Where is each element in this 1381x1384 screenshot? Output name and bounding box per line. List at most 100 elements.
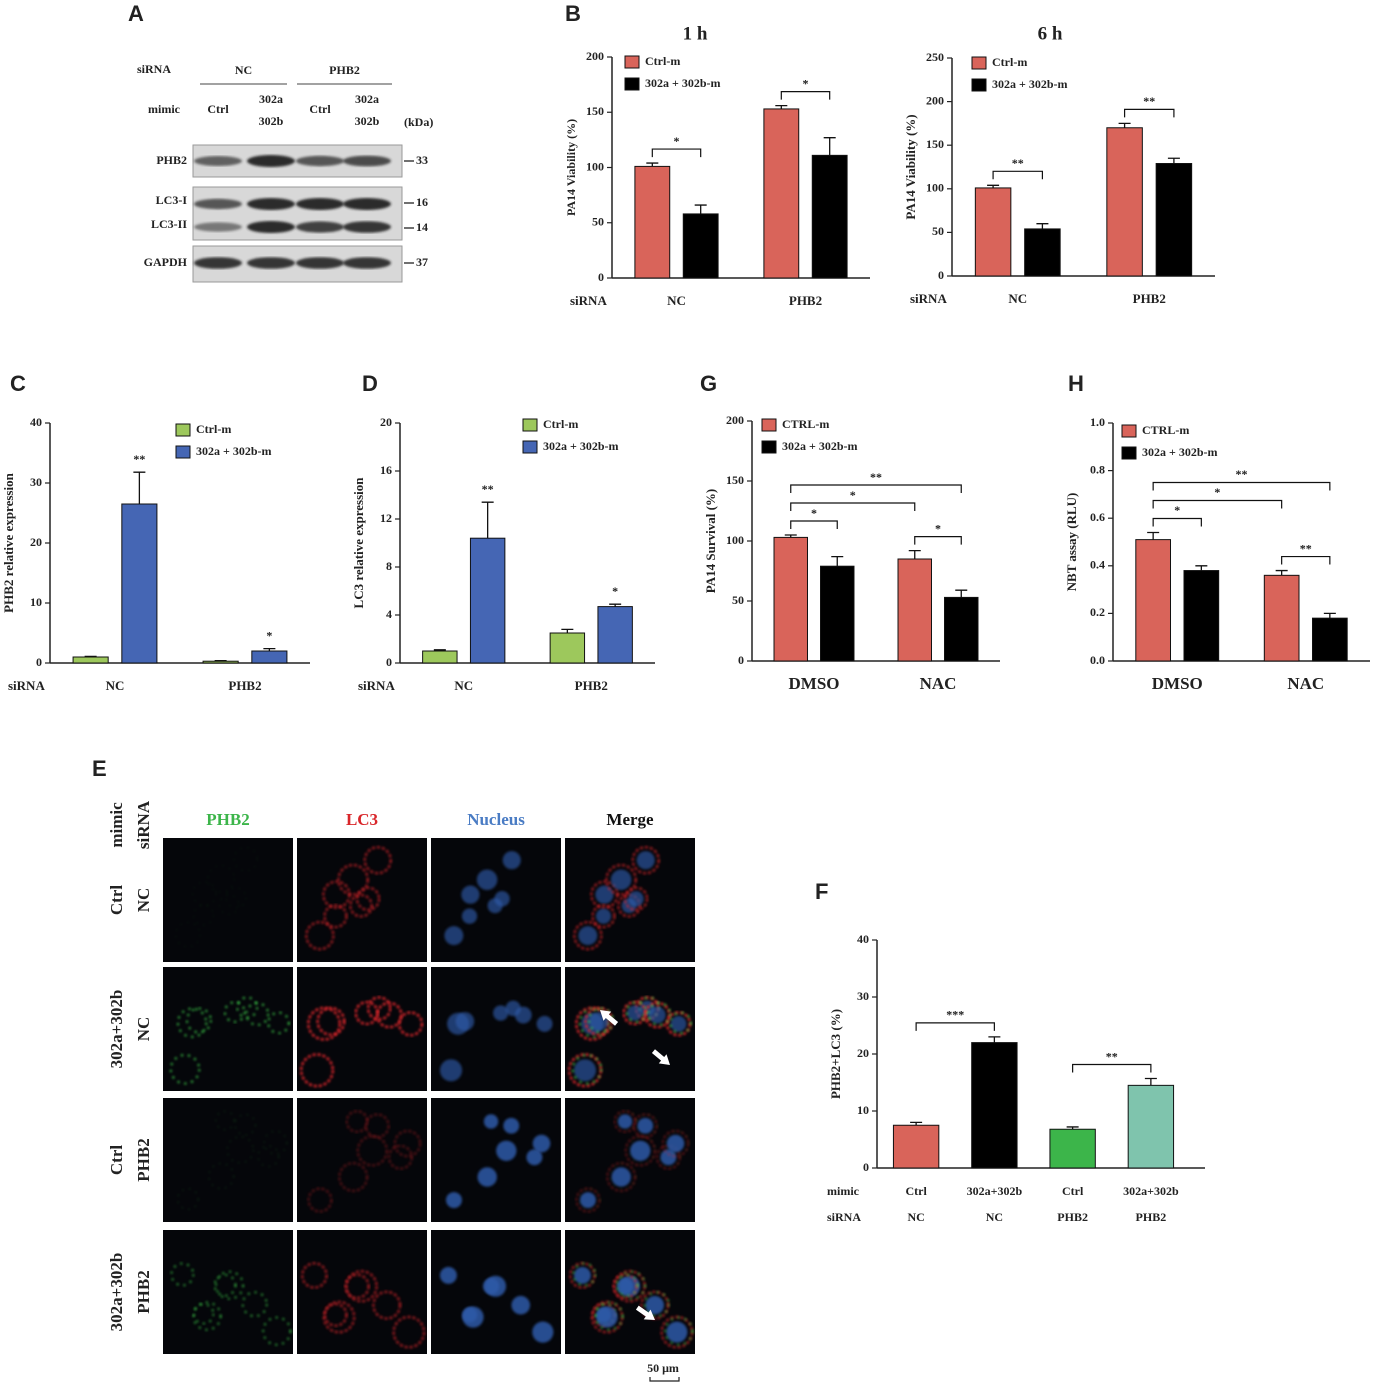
blot-band bbox=[194, 156, 242, 166]
phb2-ring bbox=[647, 1002, 672, 1026]
legend-label: 302a + 302b-m bbox=[196, 444, 272, 458]
bar bbox=[1024, 228, 1061, 277]
error-bar bbox=[1066, 1126, 1079, 1130]
lc3-ring bbox=[393, 1129, 422, 1158]
phb2-ring bbox=[628, 1135, 657, 1164]
bar bbox=[971, 1042, 1018, 1169]
bar bbox=[763, 108, 800, 279]
blot-band bbox=[194, 222, 242, 232]
phb2-ring bbox=[257, 1144, 280, 1168]
lc3-ring bbox=[354, 1000, 379, 1026]
group-label: NC bbox=[235, 63, 252, 77]
lc3-ring bbox=[307, 1006, 342, 1041]
lc3-ring bbox=[301, 1262, 328, 1289]
blot-band bbox=[194, 257, 242, 269]
micrograph bbox=[431, 1230, 561, 1354]
phb2-ring bbox=[170, 1262, 195, 1287]
x-tick-label: PHB2 bbox=[1057, 1210, 1088, 1224]
channel-label: LC3 bbox=[346, 810, 378, 829]
phb2-ring bbox=[263, 1130, 288, 1155]
row-label: PHB2 bbox=[134, 1138, 153, 1181]
lc3-ring bbox=[364, 1113, 390, 1139]
bar bbox=[1106, 127, 1143, 277]
significance: ** bbox=[870, 470, 882, 484]
significance-bracket bbox=[790, 520, 838, 529]
blot-band bbox=[247, 155, 295, 167]
nucleus bbox=[482, 1278, 500, 1295]
nucleus bbox=[595, 908, 612, 924]
nucleus bbox=[611, 1167, 631, 1187]
panel-letter: E bbox=[92, 756, 107, 781]
arrow bbox=[600, 1010, 619, 1026]
nucleus bbox=[532, 1321, 554, 1343]
panel-letter: D bbox=[362, 371, 378, 396]
nucleus bbox=[503, 1117, 520, 1134]
bar bbox=[820, 565, 855, 662]
phb2-ring bbox=[176, 1007, 208, 1038]
y-tick-label: 100 bbox=[926, 181, 944, 195]
nucleus bbox=[496, 1140, 517, 1161]
marker-label: 33 bbox=[416, 153, 428, 167]
phb2-ring bbox=[218, 894, 240, 916]
legend-swatch bbox=[175, 445, 191, 459]
y-tick-label: 10 bbox=[857, 1103, 869, 1117]
micrograph bbox=[565, 967, 695, 1091]
phb2-ring bbox=[233, 846, 259, 872]
y-tick-label: 250 bbox=[926, 50, 944, 64]
bar bbox=[1263, 574, 1300, 662]
legend-label: 302a + 302b-m bbox=[992, 77, 1068, 91]
micrograph bbox=[163, 838, 293, 962]
micrograph bbox=[565, 1230, 695, 1354]
y-axis-label: PA14 Survival (%) bbox=[703, 489, 718, 593]
micrograph-bg bbox=[297, 838, 427, 962]
arrow bbox=[651, 1049, 670, 1065]
nucleus bbox=[439, 1059, 463, 1082]
nucleus bbox=[637, 1117, 654, 1134]
significance: ** bbox=[1012, 156, 1024, 170]
phb2-ring bbox=[185, 1007, 212, 1034]
blot-band bbox=[247, 198, 295, 210]
y-tick-label: 0.8 bbox=[1090, 462, 1105, 476]
nucleus bbox=[462, 1306, 484, 1328]
y-tick-label: 0.2 bbox=[1090, 605, 1105, 619]
legend-label: CTRL-m bbox=[782, 417, 829, 431]
category-title: siRNA bbox=[570, 293, 607, 308]
row-label: siRNA bbox=[137, 62, 171, 76]
arrow bbox=[635, 1305, 655, 1320]
scale-bar-label: 50 μm bbox=[647, 1361, 679, 1375]
nucleus bbox=[627, 1005, 643, 1021]
phb2-ring bbox=[572, 1262, 597, 1287]
nucleus bbox=[514, 1006, 532, 1024]
y-tick-label: 0 bbox=[386, 655, 392, 669]
row-label: NC bbox=[134, 888, 153, 913]
significance-bracket bbox=[1152, 481, 1331, 491]
error-bar bbox=[84, 655, 97, 658]
x-tick-label: NC bbox=[454, 678, 473, 693]
legend-label: CTRL-m bbox=[1142, 423, 1189, 437]
phb2-ring bbox=[594, 904, 617, 927]
x-tick-label: Ctrl bbox=[1062, 1184, 1084, 1198]
nucleus bbox=[666, 1321, 688, 1343]
phb2-ring bbox=[578, 1187, 602, 1211]
error-bar bbox=[1147, 531, 1160, 540]
phb2-ring bbox=[191, 880, 218, 907]
error-bar bbox=[1323, 612, 1336, 619]
x-tick-label: PHB2 bbox=[1136, 1210, 1167, 1224]
y-axis-label: LC3 relative expression bbox=[351, 477, 366, 609]
nucleus bbox=[648, 1006, 666, 1024]
nucleus bbox=[595, 885, 614, 904]
error-bar bbox=[214, 659, 227, 662]
error-bar bbox=[694, 204, 707, 214]
error-bar bbox=[263, 647, 276, 651]
x-tick-label: Ctrl bbox=[905, 1184, 927, 1198]
legend-swatch bbox=[971, 56, 987, 70]
significance-bracket bbox=[992, 170, 1044, 180]
lc3-ring bbox=[322, 1300, 356, 1334]
marker-label: 14 bbox=[416, 220, 428, 234]
significance: * bbox=[850, 488, 856, 502]
band-label: GAPDH bbox=[144, 255, 188, 269]
x-tick-label: NC bbox=[667, 293, 686, 308]
y-tick-label: 50 bbox=[592, 215, 604, 229]
lc3-ring bbox=[307, 1187, 333, 1213]
legend-swatch bbox=[971, 78, 987, 92]
